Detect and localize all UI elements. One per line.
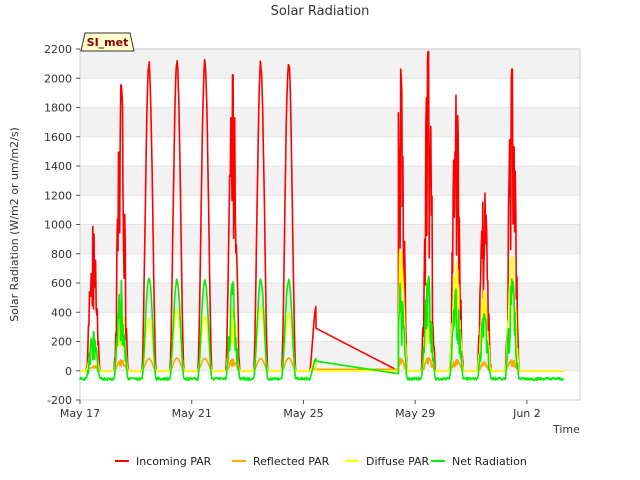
band-3 xyxy=(80,283,580,313)
x-tick-label: May 29 xyxy=(395,407,435,420)
y-axis-label: Solar Radiation (W/m2 or um/m2/s) xyxy=(8,127,21,322)
y-tick-label: 1400 xyxy=(44,160,72,173)
x-tick-label: May 21 xyxy=(172,407,212,420)
y-tick-label: -200 xyxy=(47,394,72,407)
band-6 xyxy=(80,195,580,225)
series-lines xyxy=(79,50,564,382)
chart-title: Solar Radiation xyxy=(271,4,370,19)
band-1 xyxy=(80,341,580,371)
band-5 xyxy=(80,224,580,254)
band-4 xyxy=(80,253,580,283)
band-7 xyxy=(80,166,580,196)
y-tick-label: 200 xyxy=(51,336,72,349)
x-axis-label: Time xyxy=(552,423,580,436)
y-tick-label: 2200 xyxy=(44,43,72,56)
x-tick-label: May 17 xyxy=(60,407,100,420)
legend-label: Incoming PAR xyxy=(136,455,212,468)
legend-label: Diffuse PAR xyxy=(366,455,430,468)
y-tick-label: 2000 xyxy=(44,72,72,85)
x-tick-label: Jun 2 xyxy=(512,407,541,420)
legend-label: Reflected PAR xyxy=(253,455,330,468)
legend-label: Net Radiation xyxy=(452,455,527,468)
y-tick-label: 1000 xyxy=(44,219,72,232)
y-tick-label: 1800 xyxy=(44,102,72,115)
y-tick-label: 1600 xyxy=(44,131,72,144)
band-0 xyxy=(80,370,580,400)
x-tick-label: May 25 xyxy=(283,407,323,420)
series-line-net-radiation xyxy=(79,275,564,382)
band-2 xyxy=(80,312,580,342)
y-axis: -200 0 200 400 600 800 1000 1200 1400 1600 1800 200… xyxy=(44,43,80,407)
band-9 xyxy=(80,107,580,137)
y-tick-label: 1200 xyxy=(44,189,72,202)
band-10 xyxy=(80,78,580,108)
y-tick-label: 0 xyxy=(65,365,72,378)
y-tick-label: 600 xyxy=(51,277,72,290)
site-label-text: SI_met xyxy=(87,36,129,49)
site-label-badge: SI_met xyxy=(80,32,135,52)
y-tick-label: 400 xyxy=(51,306,72,319)
legend: Incoming PAR Reflected PAR Diffuse PAR Net … xyxy=(115,455,527,468)
band-8 xyxy=(80,136,580,166)
band-11 xyxy=(80,49,580,79)
y-tick-label: 800 xyxy=(51,248,72,261)
x-axis: May 17 May 21 May 25 May 29 Jun 2 xyxy=(60,400,541,420)
series-line-diffuse-par xyxy=(79,248,564,372)
plot-background-bands xyxy=(80,48,580,401)
